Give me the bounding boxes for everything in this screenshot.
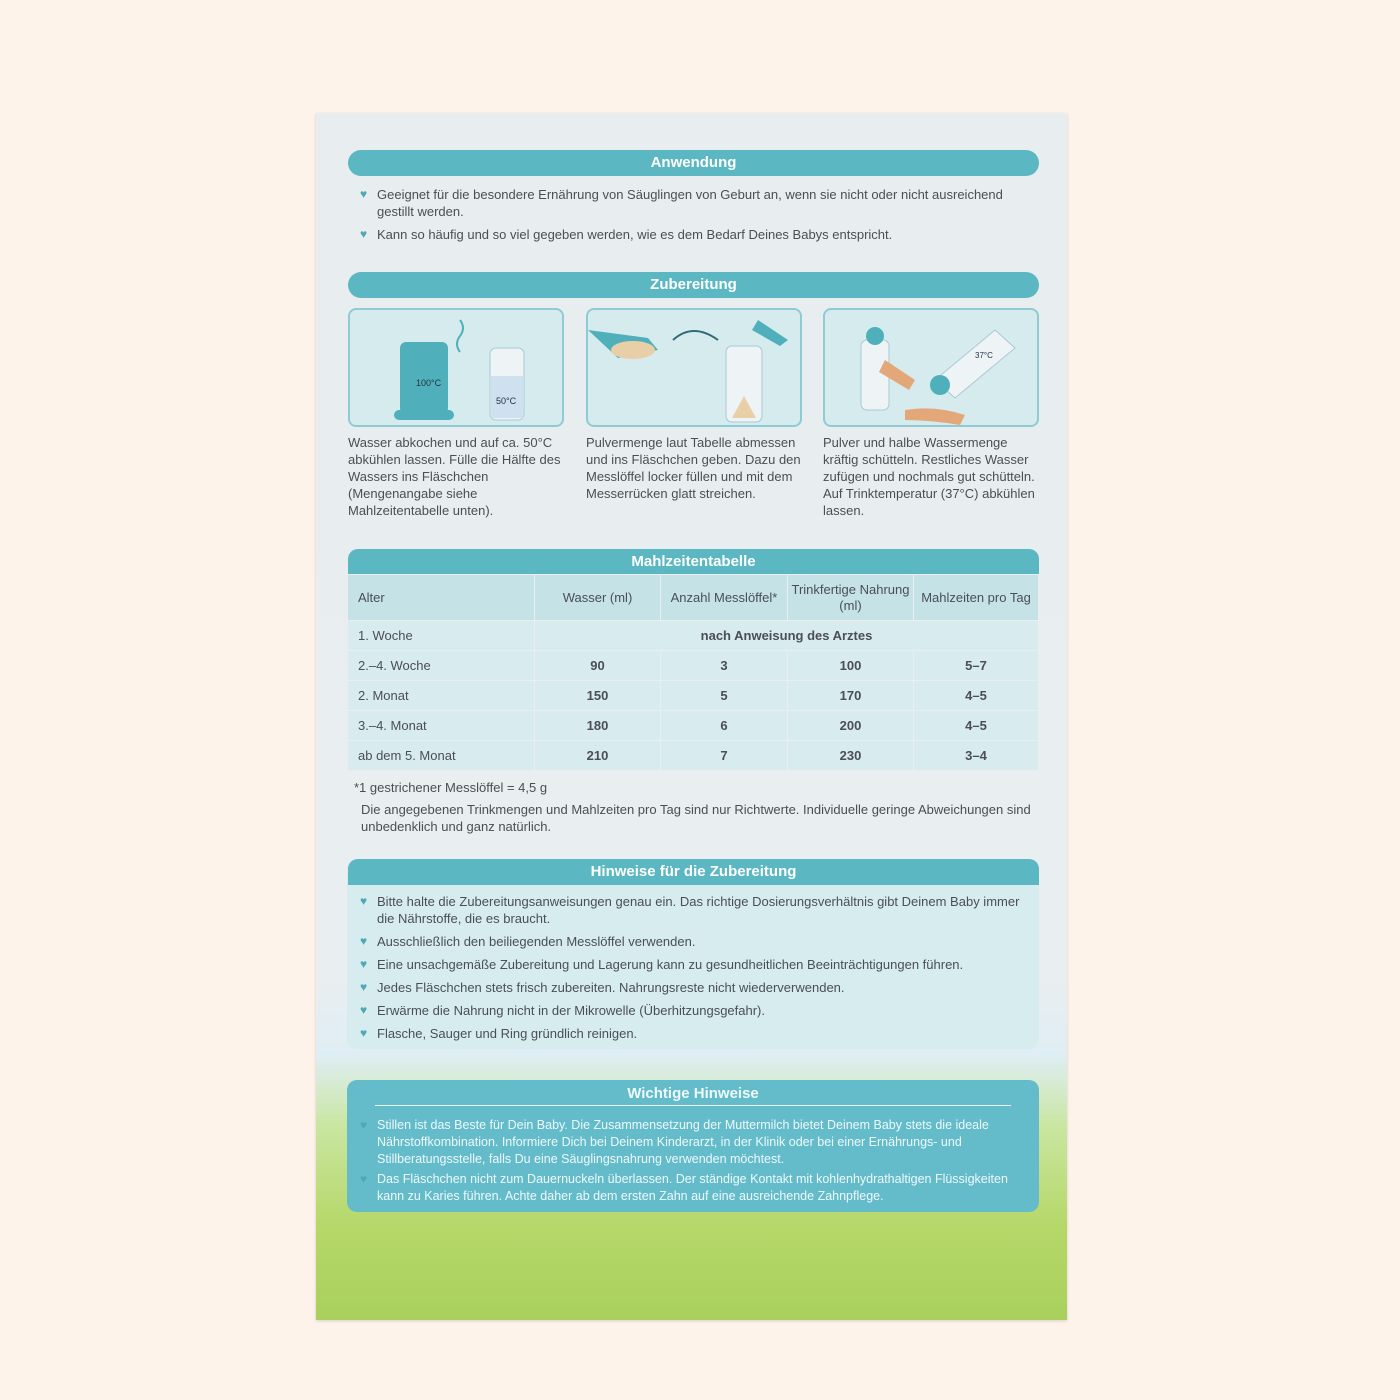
cell: 180 <box>534 710 661 741</box>
meal-table: Alter Wasser (ml) Anzahl Messlöffel* Tri… <box>347 574 1039 771</box>
cell: 210 <box>534 740 661 771</box>
table-row: ab dem 5. Monat 210 7 230 3–4 <box>347 740 1039 771</box>
hinweise-header: Hinweise für die Zubereitung <box>348 859 1039 885</box>
list-item: Geeignet für die besondere Ernährung von… <box>360 186 1030 220</box>
list-item: Stillen ist das Beste für Dein Baby. Die… <box>360 1117 1020 1168</box>
cell: 3.–4. Monat <box>347 710 535 741</box>
anwendung-header: Anwendung <box>348 150 1039 176</box>
column-header: Trinkfertige Nahrung (ml) <box>787 574 914 621</box>
step-2-text: Pulvermenge laut Tabelle abmessen und in… <box>586 435 801 501</box>
column-header: Mahlzeiten pro Tag <box>913 574 1039 621</box>
cell: 4–5 <box>913 680 1039 711</box>
cell: 5 <box>660 680 788 711</box>
step-1-illustration: 100°C 50°C <box>348 308 564 427</box>
footnote: *1 gestrichener Messlöffel = 4,5 g <box>354 780 548 795</box>
cell: 2.–4. Woche <box>347 650 535 681</box>
cell: 3–4 <box>913 740 1039 771</box>
temp-label: 100°C <box>416 378 442 388</box>
cell: 100 <box>787 650 914 681</box>
table-row: 2. Monat 150 5 170 4–5 <box>347 680 1039 711</box>
list-item: Das Fläschchen nicht zum Dauernuckeln üb… <box>360 1171 1020 1205</box>
list-item: Eine unsachgemäße Zubereitung und Lageru… <box>360 956 1020 973</box>
column-header: Wasser (ml) <box>534 574 661 621</box>
cell: 170 <box>787 680 914 711</box>
cell: 90 <box>534 650 661 681</box>
cell: nach Anweisung des Arztes <box>534 620 1039 651</box>
temp-label: 50°C <box>496 396 517 406</box>
step-2-illustration <box>586 308 802 427</box>
cell: 200 <box>787 710 914 741</box>
cell: 5–7 <box>913 650 1039 681</box>
list-item: Bitte halte die Zubereitungsanweisungen … <box>360 893 1020 927</box>
table-row: 1. Woche nach Anweisung des Arztes <box>347 620 1039 651</box>
kettle-bottle-icon: 100°C 50°C <box>394 319 525 421</box>
step-1-text: Wasser abkochen und auf ca. 50°C abkühle… <box>348 435 561 518</box>
cell: 6 <box>660 710 788 741</box>
cell: 4–5 <box>913 710 1039 741</box>
table-row: 2.–4. Woche 90 3 100 5–7 <box>347 650 1039 681</box>
list-item: Kann so häufig und so viel gegeben werde… <box>360 226 1040 243</box>
cell: 2. Monat <box>347 680 535 711</box>
list-item: Jedes Fläschchen stets frisch zubereiten… <box>360 979 1020 996</box>
cell: 3 <box>660 650 788 681</box>
list-item: Ausschließlich den beiliegenden Messlöff… <box>360 933 1020 950</box>
hinweise-section <box>347 859 1039 1049</box>
measuring-spoon-icon <box>588 320 788 423</box>
column-header: Alter <box>347 574 535 621</box>
cell: 7 <box>660 740 788 771</box>
step-3-illustration: 37°C <box>823 308 1039 427</box>
list-item: Flasche, Sauger und Ring gründlich reini… <box>360 1025 1020 1042</box>
wichtig-header: Wichtige Hinweise <box>627 1085 759 1102</box>
cell: ab dem 5. Monat <box>347 740 535 771</box>
column-header: Anzahl Messlöffel* <box>660 574 788 621</box>
zubereitung-header: Zubereitung <box>348 272 1039 298</box>
table-note: Die angegebenen Trinkmengen und Mahlzeit… <box>361 802 1031 834</box>
table-row: 3.–4. Monat 180 6 200 4–5 <box>347 710 1039 741</box>
cell: 1. Woche <box>347 620 535 651</box>
table-header: Mahlzeitentabelle <box>348 549 1039 575</box>
step-3-text: Pulver und halbe Wassermenge kräftig sch… <box>823 435 1035 518</box>
list-item: Erwärme die Nahrung nicht in der Mikrowe… <box>360 1002 1020 1019</box>
temp-label: 37°C <box>975 351 993 360</box>
table-header-row: Alter Wasser (ml) Anzahl Messlöffel* Tri… <box>347 574 1039 621</box>
cell: 230 <box>787 740 914 771</box>
shaking-bottle-icon: 37°C <box>860 327 1016 425</box>
cell: 150 <box>534 680 661 711</box>
